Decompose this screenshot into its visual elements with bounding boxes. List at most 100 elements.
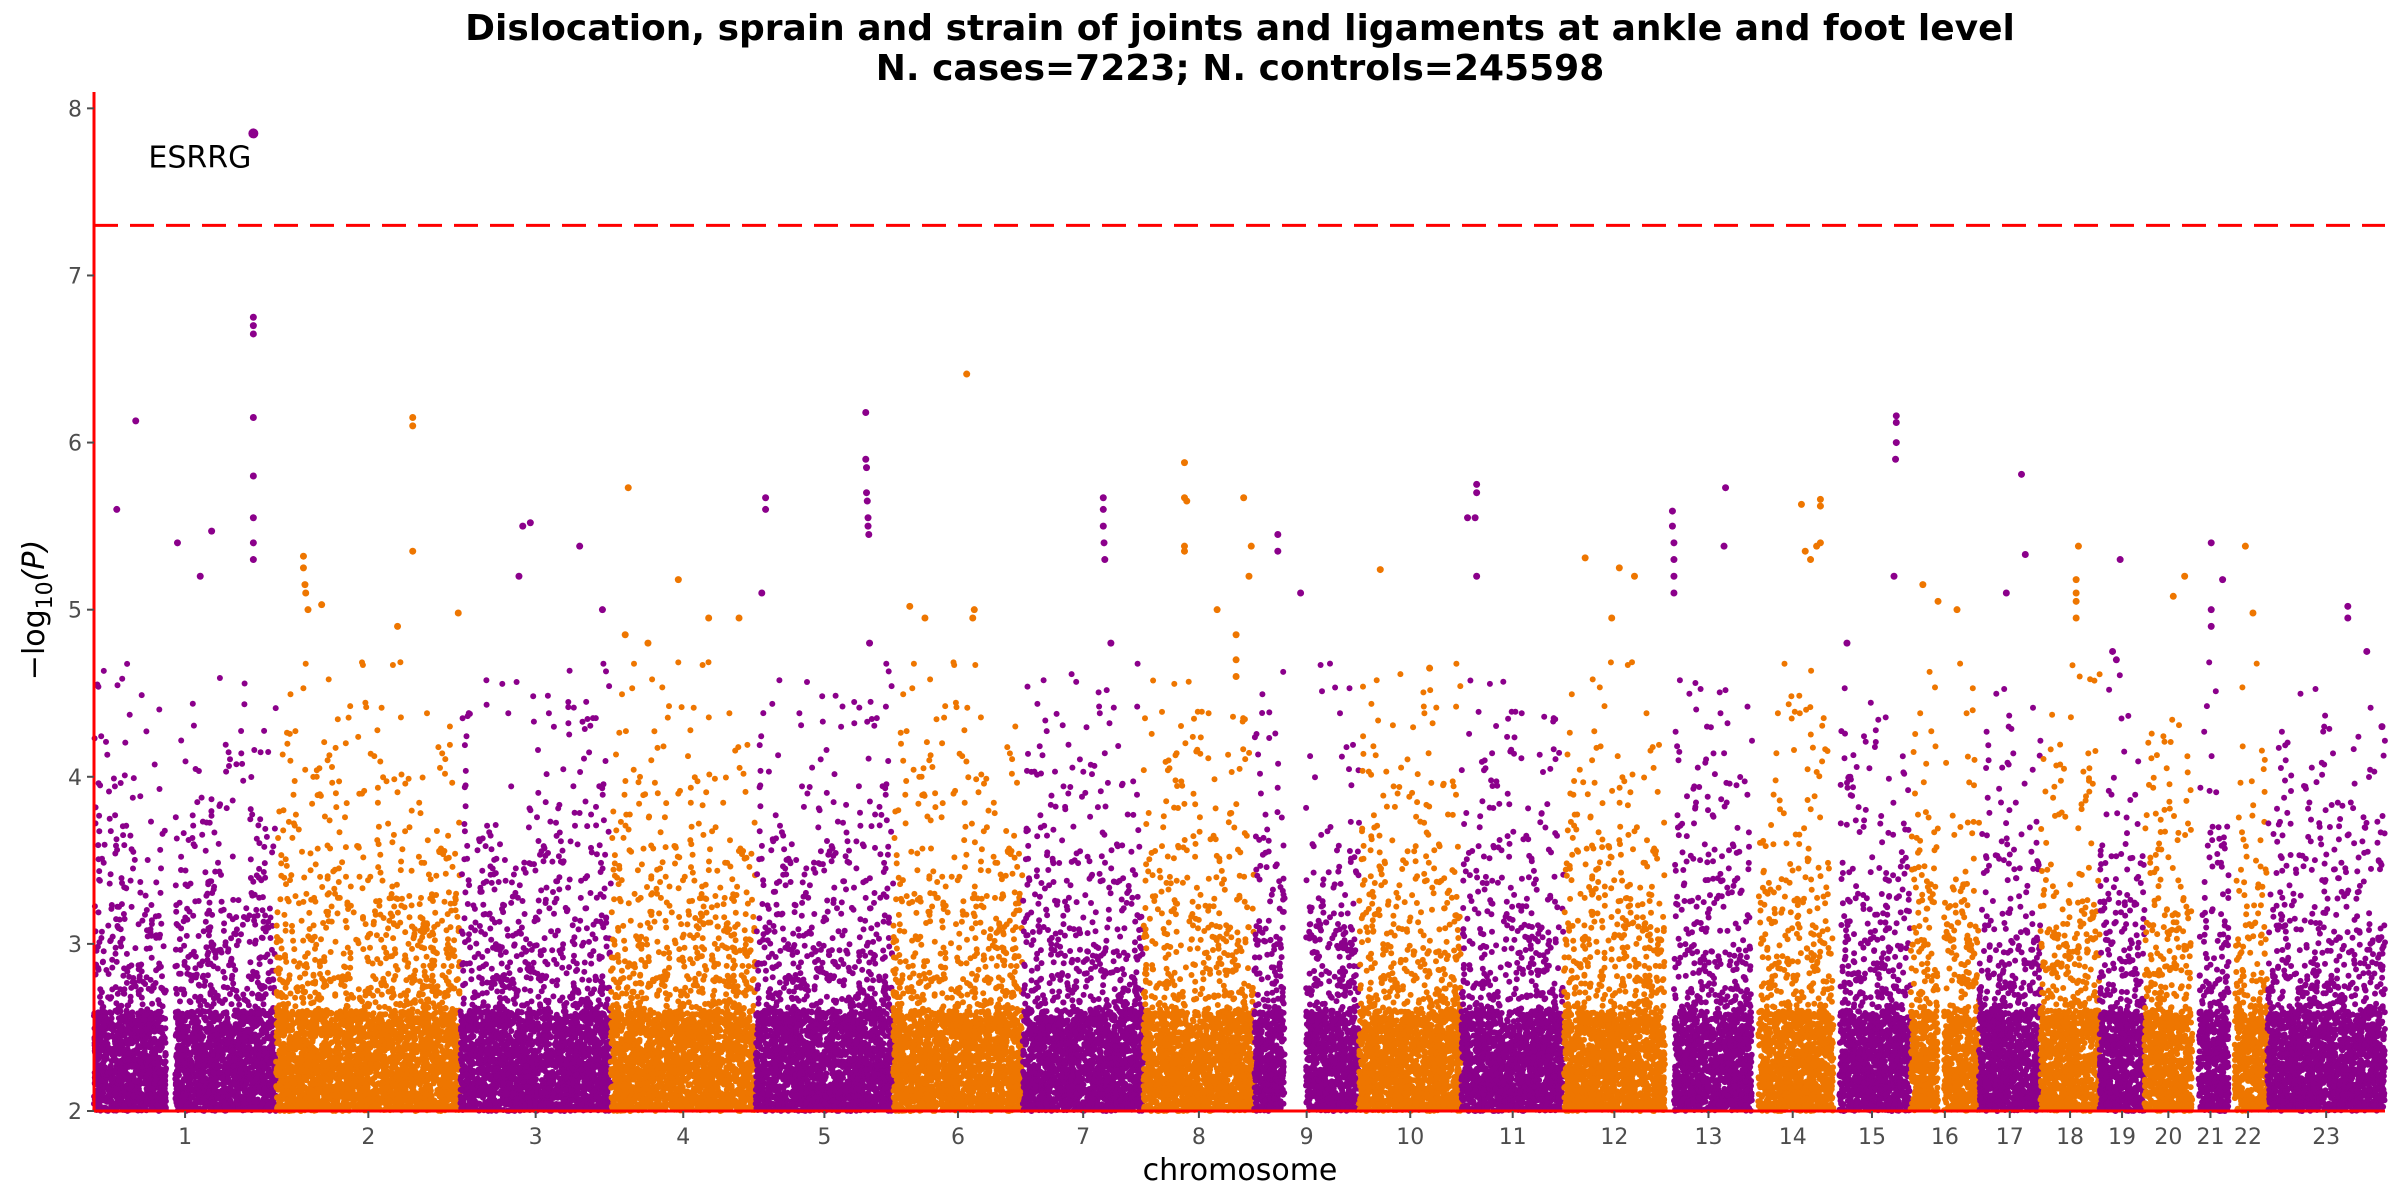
snp-point [418,810,424,816]
snp-point [98,1000,104,1006]
snp-point [201,928,207,934]
snp-point [421,1002,427,1008]
snp-point [113,984,119,990]
snp-point [394,882,400,888]
snp-point [222,975,228,981]
snp-point [331,975,337,981]
snp-point [229,973,235,979]
snp-point [442,1006,448,1012]
snp-point [137,890,143,896]
snp-point [160,1078,166,1084]
snp-point [113,843,119,849]
snp-point [421,860,427,866]
snp-point [449,963,455,969]
snp-point [252,941,258,947]
snp-point [313,861,319,867]
snp-points [91,659,2388,1114]
snp-point [132,945,138,951]
snp-point [149,917,155,923]
snp-point [269,1089,275,1095]
snp-point [443,871,449,877]
snp-point [181,943,187,949]
snp-point [256,895,262,901]
chart-title: Dislocation, sprain and strain of joints… [465,8,2015,49]
snp-point [204,957,210,963]
snp-point [312,957,318,963]
snp-point [183,882,189,888]
snp-point [387,895,393,901]
snp-point [216,1070,222,1076]
snp-point [398,714,404,720]
snp-point [405,988,411,994]
snp-point [302,971,308,977]
snp-point [279,946,285,952]
snp-point [312,981,318,987]
snp-point [173,1099,179,1105]
snp-point [241,701,247,707]
snp-point [357,874,363,880]
snp-point [173,909,179,915]
snp-point [287,877,293,883]
snp-point [196,933,202,939]
snp-point [420,775,426,781]
snp-point [95,684,101,690]
snp-point [211,963,217,969]
snp-point [303,661,309,667]
snp-point [252,922,258,928]
snp-point [339,859,345,865]
snp-point [204,911,210,917]
snp-point [181,918,187,924]
snp-point [202,1015,208,1021]
snp-point [276,809,282,815]
snp-point [144,1027,150,1033]
snp-point [344,925,350,931]
snp-point [187,998,193,1004]
snp-point [309,937,315,943]
snp-point [220,969,226,975]
snp-point [242,681,248,687]
snp-point [310,1037,316,1043]
snp-point [430,1000,436,1006]
snp-point [185,965,191,971]
snp-point [384,778,390,784]
snp-point [208,982,214,988]
snp-point [276,965,282,971]
snp-point [420,983,426,989]
snp-point [261,869,267,875]
snp-point [174,836,180,842]
snp-point [395,789,401,795]
snp-point [175,1009,181,1015]
snp-point [246,1002,252,1008]
snp-point [216,1017,222,1023]
snp-point [321,954,327,960]
snp-point [120,936,126,942]
snp-point [389,839,395,845]
snp-point [450,864,456,870]
snp-point [157,786,163,792]
snp-point [137,793,143,799]
snp-point [203,848,209,854]
snp-point [379,982,385,988]
snp-point [233,931,239,937]
snp-point [249,1079,255,1085]
snp-point [403,977,409,983]
snp-point [268,915,274,921]
snp-point [329,764,335,770]
snp-point [108,1098,114,1104]
snp-point [442,899,448,905]
snp-point [156,1019,162,1025]
snp-point [236,1002,242,1008]
snp-point [197,1003,203,1009]
snp-point [367,945,373,951]
snp-point [409,868,415,874]
snp-point [151,1036,157,1042]
snp-point [331,886,337,892]
snp-point [149,955,155,961]
snp-point [392,946,398,952]
snp-point [371,921,377,927]
snp-point [219,899,225,905]
snp-point [378,937,384,943]
snp-point [223,939,229,945]
snp-point [227,991,233,997]
snp-point [121,911,127,917]
